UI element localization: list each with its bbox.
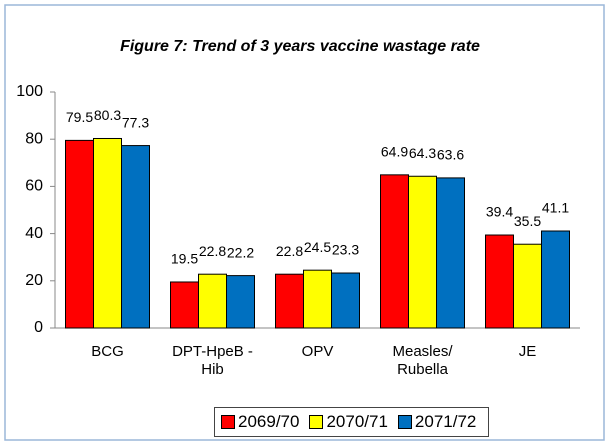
legend-swatch — [309, 415, 324, 429]
chart-border — [4, 4, 605, 441]
legend-swatch — [221, 415, 235, 429]
data-label: 24.5 — [304, 239, 331, 255]
bar — [170, 281, 199, 329]
data-label: 80.3 — [94, 107, 121, 123]
data-label: 22.2 — [227, 244, 254, 260]
data-label: 64.3 — [409, 145, 436, 161]
y-tick-label: 80 — [25, 130, 43, 147]
legend-label: 2071/72 — [414, 412, 477, 431]
chart-title: Figure 7: Trend of 3 years vaccine wasta… — [120, 38, 480, 55]
x-tick-label: OPV — [301, 343, 334, 360]
bar — [513, 243, 542, 329]
y-tick-label: 0 — [34, 319, 43, 336]
y-tick-label: 20 — [25, 272, 43, 289]
bar — [275, 273, 304, 329]
legend-item: 2070/71 — [309, 412, 388, 432]
data-label: 77.3 — [122, 114, 149, 130]
legend-label: 2070/71 — [326, 412, 388, 431]
bar — [226, 275, 255, 329]
data-label: 22.8 — [276, 243, 303, 259]
bar — [485, 234, 514, 329]
bar — [331, 272, 360, 329]
x-tick-label: Measles/ Rubella — [392, 343, 453, 378]
data-label: 23.3 — [332, 242, 359, 258]
data-label: 79.5 — [66, 109, 93, 125]
data-label: 41.1 — [542, 200, 569, 216]
y-tick-label: 60 — [25, 178, 43, 195]
data-label: 63.6 — [437, 147, 464, 163]
bar — [65, 139, 94, 329]
x-tick-label: DPT-HpeB - Hib — [172, 343, 253, 378]
data-label: 35.5 — [514, 213, 541, 229]
legend-swatch — [397, 415, 412, 429]
legend-item: 2071/72 — [397, 412, 477, 432]
y-tick-label: 100 — [16, 83, 43, 100]
legend-item: 2069/70 — [221, 412, 299, 432]
bar — [198, 273, 227, 329]
data-label: 22.8 — [199, 243, 226, 259]
bar — [436, 177, 465, 329]
bar — [93, 137, 122, 329]
legend-label: 2069/70 — [238, 412, 300, 431]
bar — [380, 174, 409, 329]
bar — [408, 175, 437, 329]
x-tick-label: JE — [518, 343, 537, 360]
legend: 2069/70 2070/71 2071/72 — [214, 407, 490, 437]
data-label: 64.9 — [381, 144, 408, 160]
bar — [541, 230, 570, 329]
bar — [121, 145, 150, 329]
bar — [303, 269, 332, 329]
data-label: 39.4 — [486, 204, 513, 220]
y-tick-label: 40 — [25, 225, 43, 242]
x-tick-label: BCG — [91, 343, 124, 360]
data-label: 19.5 — [171, 251, 198, 267]
